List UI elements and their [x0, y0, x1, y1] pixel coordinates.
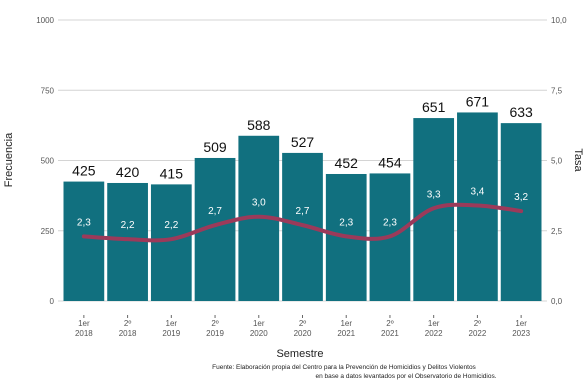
bar-value-label: 633 — [509, 104, 533, 120]
left-tick-label: 0 — [50, 297, 55, 306]
x-tick-period: 1er — [166, 319, 178, 328]
x-tick-period: 2º — [299, 319, 306, 328]
left-axis: 0 250 500 750 1000 — [36, 16, 54, 306]
x-tick-period: 1er — [428, 319, 440, 328]
bar-value-label: 415 — [160, 165, 184, 181]
rate-value-label: 2,7 — [208, 206, 222, 217]
right-tick-label: 7,5 — [551, 86, 563, 95]
left-tick-label: 250 — [41, 227, 55, 236]
bar — [150, 184, 192, 301]
bar-value-label: 454 — [378, 154, 402, 170]
source-line-1: Fuente: Elaboración propia del Centro pa… — [212, 364, 476, 371]
x-tick-year: 2021 — [381, 329, 399, 338]
bar-value-label: 588 — [247, 117, 271, 133]
x-tick-year: 2020 — [250, 329, 268, 338]
right-axis-title: Tasa — [572, 148, 584, 172]
x-axis: 1er20182º20181er20192º20191er20202º20201… — [75, 315, 531, 338]
x-tick-period: 2º — [386, 319, 393, 328]
x-tick-period: 2º — [211, 319, 218, 328]
bar — [63, 181, 105, 301]
rate-line-group — [81, 202, 524, 243]
rate-value-label: 3,3 — [427, 189, 441, 200]
x-tick-period: 1er — [515, 319, 527, 328]
left-tick-label: 750 — [41, 86, 55, 95]
x-tick-year: 2022 — [425, 329, 443, 338]
x-tick-year: 2019 — [162, 329, 180, 338]
frequency-labels: 425 420 415 509 588 527 452 454 651 671 633 — [72, 93, 533, 181]
right-tick-label: 5,0 — [551, 157, 563, 166]
right-tick-label: 2,5 — [551, 227, 563, 236]
x-tick-period: 2º — [474, 319, 481, 328]
bar-value-label: 420 — [116, 164, 140, 180]
rate-value-label: 2,3 — [77, 217, 91, 228]
x-tick-year: 2021 — [337, 329, 355, 338]
bar — [107, 182, 148, 301]
rate-value-label: 3,4 — [470, 186, 484, 197]
x-tick-period: 1er — [78, 319, 90, 328]
rate-value-label: 2,3 — [339, 217, 353, 228]
rate-labels: 2,3 2,2 2,2 2,7 3,0 2,7 2,3 2,3 3,3 3,4 3,2 — [77, 186, 529, 231]
x-tick-period: 1er — [340, 319, 352, 328]
bar-value-label: 425 — [72, 163, 96, 179]
rate-value-label: 2,7 — [296, 206, 310, 217]
bar-value-label: 509 — [203, 139, 227, 155]
rate-line — [81, 202, 524, 243]
right-tick-label: 0,0 — [551, 297, 563, 306]
x-axis-title: Semestre — [276, 348, 323, 360]
rate-value-label: 3,0 — [252, 198, 266, 209]
bar-value-label: 452 — [335, 155, 359, 171]
rate-value-label: 2,2 — [121, 220, 135, 231]
rate-value-label: 2,2 — [164, 220, 178, 231]
x-tick-year: 2022 — [469, 329, 487, 338]
left-tick-label: 1000 — [36, 16, 54, 25]
right-tick-label: 10,0 — [551, 16, 567, 25]
rate-value-label: 2,3 — [383, 217, 397, 228]
bar-value-label: 651 — [422, 99, 446, 115]
left-axis-title: Frecuencia — [3, 132, 15, 187]
source-line-2: en base a datos levantados por el Observ… — [315, 373, 496, 380]
rate-value-label: 3,2 — [514, 192, 528, 203]
x-tick-year: 2019 — [206, 329, 224, 338]
x-tick-period: 2º — [124, 319, 131, 328]
x-tick-year: 2020 — [294, 329, 312, 338]
x-tick-year: 2018 — [119, 329, 137, 338]
x-tick-year: 2018 — [75, 329, 93, 338]
left-tick-label: 500 — [41, 157, 55, 166]
x-tick-period: 1er — [253, 319, 265, 328]
bar-value-label: 527 — [291, 134, 315, 150]
bar-value-label: 671 — [466, 93, 490, 109]
right-axis: 0,0 2,5 5,0 7,5 10,0 — [551, 16, 567, 306]
x-tick-year: 2023 — [512, 329, 530, 338]
